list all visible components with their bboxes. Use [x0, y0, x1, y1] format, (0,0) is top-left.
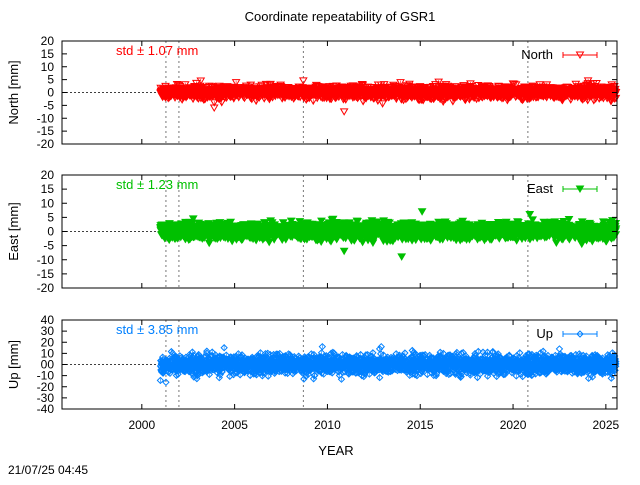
x-axis-label: YEAR [318, 443, 353, 458]
timestamp: 21/07/25 04:45 [8, 463, 88, 477]
chart-title: Coordinate repeatability of GSR1 [245, 9, 436, 24]
